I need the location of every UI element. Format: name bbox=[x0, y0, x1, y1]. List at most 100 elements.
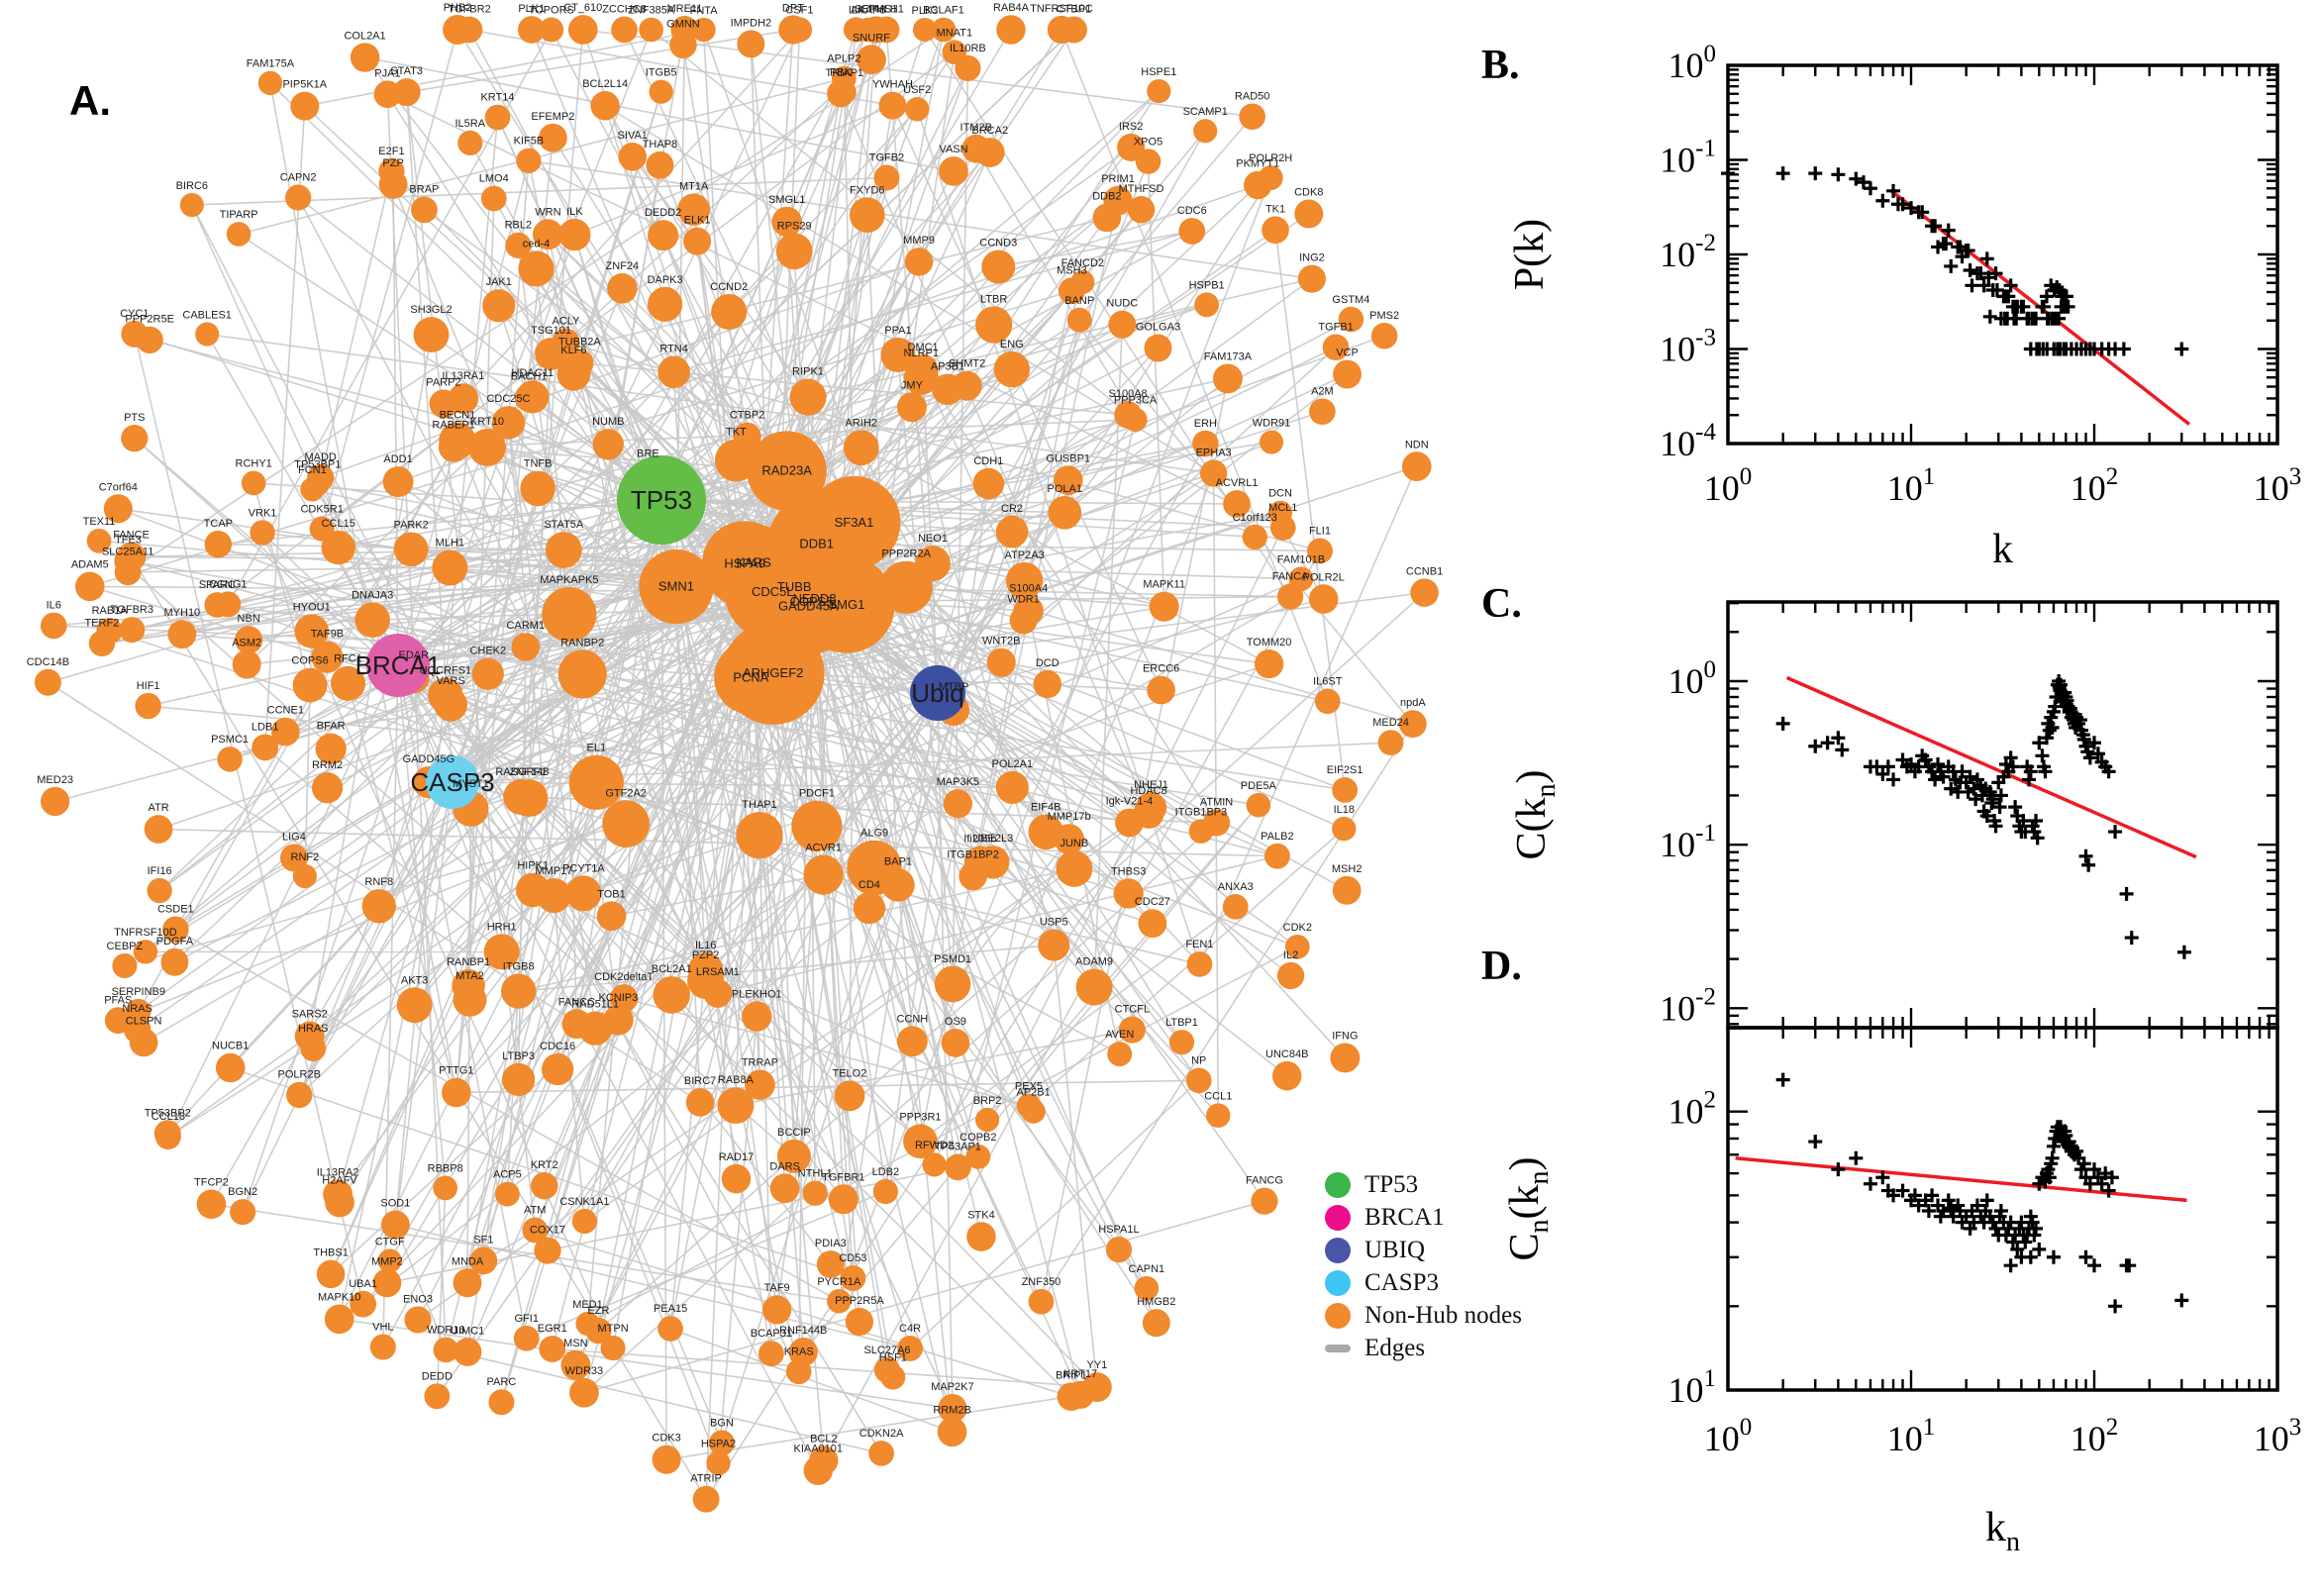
non-hub-node bbox=[453, 982, 487, 1017]
node-label: COX17 bbox=[530, 1224, 565, 1236]
non-hub-node bbox=[494, 1181, 520, 1207]
non-hub-node bbox=[1021, 1099, 1046, 1124]
node-label: IFNG bbox=[1332, 1031, 1358, 1043]
legend-item-label: Edges bbox=[1364, 1334, 1426, 1361]
node-label: TP53BP2 bbox=[145, 1107, 191, 1119]
node-label: THBS3 bbox=[1111, 865, 1146, 877]
non-hub-node bbox=[350, 1290, 376, 1318]
node-label: KRT14 bbox=[480, 92, 514, 104]
non-hub-node bbox=[112, 952, 138, 978]
non-hub-node bbox=[1185, 1067, 1212, 1094]
node-label: TFE3 bbox=[115, 534, 142, 546]
y-tick-label: 10-1 bbox=[1660, 820, 1716, 864]
non-hub-node bbox=[513, 1325, 540, 1351]
non-hub-node bbox=[424, 1383, 451, 1410]
non-hub-node bbox=[162, 916, 189, 944]
non-hub-node bbox=[1332, 875, 1362, 905]
node-label: RAB1A bbox=[92, 605, 129, 617]
legend-item-label: Non-Hub nodes bbox=[1364, 1301, 1523, 1329]
node-label: KRT17 bbox=[1063, 1368, 1097, 1380]
node-label: THAP8 bbox=[643, 139, 677, 150]
non-hub-node bbox=[939, 156, 968, 186]
non-hub-node bbox=[501, 973, 537, 1009]
node-label: FEN1 bbox=[1185, 939, 1213, 950]
non-hub-node bbox=[963, 846, 996, 878]
node-label: SERPINB9 bbox=[112, 986, 165, 998]
node-label: DCD bbox=[1036, 657, 1060, 669]
node-label: GADD45G bbox=[403, 753, 455, 765]
non-hub-node bbox=[602, 800, 651, 848]
non-hub-node bbox=[938, 1393, 967, 1424]
node-label: EGR1 bbox=[538, 1323, 567, 1335]
node-label: SLC25A11 bbox=[102, 546, 153, 557]
node-label: PSMD1 bbox=[934, 953, 971, 965]
hub-node-casp3 bbox=[426, 755, 479, 809]
node-label: TAF9B bbox=[311, 629, 344, 641]
legend-item: TP53 bbox=[1325, 1168, 1522, 1201]
non-hub-node bbox=[932, 373, 963, 406]
non-hub-node bbox=[88, 630, 116, 656]
non-hub-node bbox=[1186, 951, 1213, 977]
node-label: TKT bbox=[726, 427, 747, 439]
non-hub-node bbox=[378, 157, 405, 185]
non-hub-node bbox=[721, 1163, 752, 1194]
non-hub-node bbox=[307, 463, 335, 492]
node-label: CTBP1 bbox=[1057, 4, 1091, 16]
non-hub-node bbox=[828, 1184, 858, 1215]
node-label: HIPK1 bbox=[517, 860, 549, 872]
node-label: HDAC11 bbox=[512, 367, 555, 379]
non-hub-node bbox=[840, 1264, 866, 1291]
y-tick-label: 10-1 bbox=[1660, 136, 1716, 180]
node-label: FANCE bbox=[113, 530, 150, 542]
node-label: NHEJ1 bbox=[1134, 779, 1168, 791]
non-hub-node bbox=[195, 322, 220, 347]
node-label: RAD51L1 bbox=[571, 999, 619, 1011]
non-hub-node bbox=[711, 293, 748, 330]
node-label: ITGB8 bbox=[503, 960, 535, 972]
y-tick-label: 10-2 bbox=[1660, 983, 1716, 1028]
non-hub-node bbox=[480, 185, 507, 212]
node-label: RAD50 bbox=[1235, 90, 1269, 102]
node-label: SLC27A6 bbox=[863, 1345, 910, 1356]
non-hub-node bbox=[568, 754, 624, 810]
node-label: ENO3 bbox=[403, 1293, 433, 1305]
y-axis-title: C(kn​) bbox=[1509, 770, 1562, 860]
node-label: FNTA bbox=[690, 5, 719, 17]
node-label: C4R bbox=[899, 1323, 921, 1335]
node-label: BCL2 bbox=[810, 1434, 838, 1446]
node-label: CDH1 bbox=[973, 455, 1003, 467]
scatter-points bbox=[1775, 673, 2191, 959]
non-hub-node bbox=[392, 78, 421, 107]
y-axis-title: P(k) bbox=[1507, 219, 1553, 290]
non-hub-node bbox=[517, 16, 546, 44]
node-label: TK1 bbox=[1265, 203, 1285, 215]
node-label: NUDC bbox=[1106, 298, 1138, 310]
x-tick-label: 101 bbox=[1887, 1414, 1936, 1458]
non-hub-node bbox=[516, 148, 542, 173]
node-label: TOMM20 bbox=[1247, 637, 1292, 648]
node-label: PSMC1 bbox=[211, 734, 249, 746]
non-hub-node bbox=[834, 1080, 865, 1112]
non-hub-node bbox=[1262, 216, 1289, 245]
node-label: ACVR1 bbox=[805, 843, 842, 854]
node-label: PCYT1A bbox=[562, 862, 605, 874]
non-hub-node bbox=[1192, 430, 1219, 457]
node-label: ATM bbox=[524, 1205, 546, 1217]
non-hub-node bbox=[382, 466, 414, 498]
node-label: C1orf123 bbox=[1233, 512, 1277, 524]
node-label: POLR2L bbox=[1303, 571, 1345, 583]
non-hub-node bbox=[448, 383, 479, 414]
non-hub-node bbox=[646, 150, 674, 179]
node-label: CTCFL bbox=[1115, 1004, 1150, 1016]
node-label: MMP9 bbox=[903, 235, 935, 247]
non-hub-node bbox=[937, 1417, 967, 1447]
node-label: HIF1 bbox=[137, 680, 160, 692]
non-hub-node bbox=[993, 350, 1030, 388]
node-label: PDGFA bbox=[156, 936, 194, 948]
node-label: CCND3 bbox=[979, 237, 1017, 249]
edge-line-icon bbox=[1325, 1344, 1351, 1352]
non-hub-node bbox=[503, 778, 540, 816]
non-hub-node bbox=[484, 104, 511, 131]
node-label: KIF5B bbox=[514, 136, 545, 148]
node-label: MCL1 bbox=[1268, 502, 1297, 514]
